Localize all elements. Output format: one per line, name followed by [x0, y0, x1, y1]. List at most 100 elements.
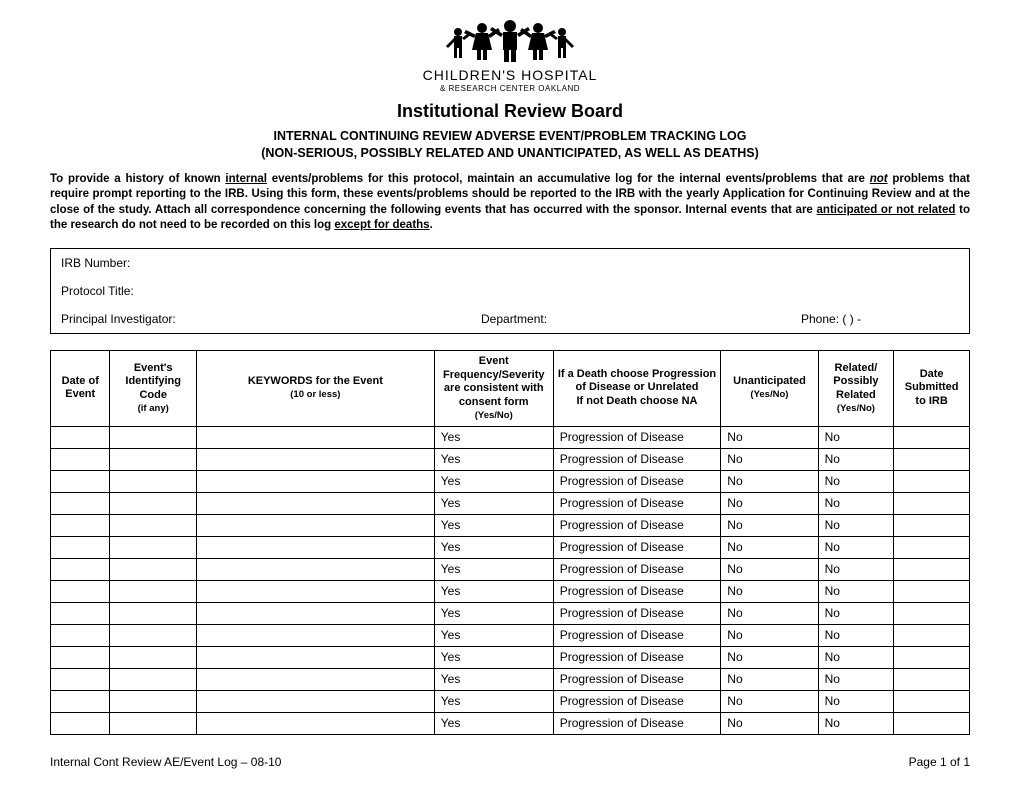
cell-related[interactable]: No: [818, 602, 894, 624]
cell-submitted[interactable]: [894, 646, 970, 668]
table-row[interactable]: YesProgression of DiseaseNoNo: [51, 536, 970, 558]
cell-unanticipated[interactable]: No: [721, 646, 818, 668]
table-row[interactable]: YesProgression of DiseaseNoNo: [51, 514, 970, 536]
cell-related[interactable]: No: [818, 580, 894, 602]
cell-keywords[interactable]: [196, 646, 434, 668]
cell-keywords[interactable]: [196, 492, 434, 514]
cell-unanticipated[interactable]: No: [721, 602, 818, 624]
cell-unanticipated[interactable]: No: [721, 624, 818, 646]
cell-death[interactable]: Progression of Disease: [553, 624, 721, 646]
cell-date[interactable]: [51, 580, 110, 602]
cell-death[interactable]: Progression of Disease: [553, 712, 721, 734]
cell-death[interactable]: Progression of Disease: [553, 668, 721, 690]
cell-keywords[interactable]: [196, 602, 434, 624]
cell-unanticipated[interactable]: No: [721, 448, 818, 470]
cell-death[interactable]: Progression of Disease: [553, 448, 721, 470]
cell-submitted[interactable]: [894, 668, 970, 690]
cell-death[interactable]: Progression of Disease: [553, 646, 721, 668]
cell-frequency[interactable]: Yes: [434, 448, 553, 470]
cell-frequency[interactable]: Yes: [434, 668, 553, 690]
cell-date[interactable]: [51, 602, 110, 624]
cell-unanticipated[interactable]: No: [721, 712, 818, 734]
cell-code[interactable]: [110, 426, 196, 448]
cell-date[interactable]: [51, 492, 110, 514]
cell-death[interactable]: Progression of Disease: [553, 602, 721, 624]
cell-unanticipated[interactable]: No: [721, 690, 818, 712]
cell-date[interactable]: [51, 646, 110, 668]
cell-frequency[interactable]: Yes: [434, 602, 553, 624]
cell-unanticipated[interactable]: No: [721, 580, 818, 602]
cell-death[interactable]: Progression of Disease: [553, 426, 721, 448]
table-row[interactable]: YesProgression of DiseaseNoNo: [51, 426, 970, 448]
cell-submitted[interactable]: [894, 470, 970, 492]
cell-frequency[interactable]: Yes: [434, 492, 553, 514]
cell-date[interactable]: [51, 470, 110, 492]
cell-code[interactable]: [110, 668, 196, 690]
cell-frequency[interactable]: Yes: [434, 558, 553, 580]
cell-date[interactable]: [51, 668, 110, 690]
cell-code[interactable]: [110, 448, 196, 470]
cell-code[interactable]: [110, 580, 196, 602]
cell-keywords[interactable]: [196, 536, 434, 558]
table-row[interactable]: YesProgression of DiseaseNoNo: [51, 712, 970, 734]
cell-related[interactable]: No: [818, 470, 894, 492]
cell-keywords[interactable]: [196, 448, 434, 470]
table-row[interactable]: YesProgression of DiseaseNoNo: [51, 646, 970, 668]
table-row[interactable]: YesProgression of DiseaseNoNo: [51, 448, 970, 470]
cell-death[interactable]: Progression of Disease: [553, 558, 721, 580]
cell-related[interactable]: No: [818, 712, 894, 734]
cell-frequency[interactable]: Yes: [434, 536, 553, 558]
cell-frequency[interactable]: Yes: [434, 580, 553, 602]
cell-frequency[interactable]: Yes: [434, 646, 553, 668]
cell-unanticipated[interactable]: No: [721, 558, 818, 580]
table-row[interactable]: YesProgression of DiseaseNoNo: [51, 668, 970, 690]
table-row[interactable]: YesProgression of DiseaseNoNo: [51, 492, 970, 514]
cell-death[interactable]: Progression of Disease: [553, 690, 721, 712]
cell-unanticipated[interactable]: No: [721, 536, 818, 558]
cell-submitted[interactable]: [894, 426, 970, 448]
cell-code[interactable]: [110, 470, 196, 492]
cell-related[interactable]: No: [818, 690, 894, 712]
cell-date[interactable]: [51, 624, 110, 646]
table-row[interactable]: YesProgression of DiseaseNoNo: [51, 580, 970, 602]
cell-related[interactable]: No: [818, 426, 894, 448]
cell-death[interactable]: Progression of Disease: [553, 536, 721, 558]
cell-keywords[interactable]: [196, 514, 434, 536]
cell-submitted[interactable]: [894, 690, 970, 712]
cell-unanticipated[interactable]: No: [721, 426, 818, 448]
cell-related[interactable]: No: [818, 558, 894, 580]
cell-submitted[interactable]: [894, 712, 970, 734]
cell-date[interactable]: [51, 690, 110, 712]
cell-date[interactable]: [51, 514, 110, 536]
cell-date[interactable]: [51, 536, 110, 558]
cell-submitted[interactable]: [894, 492, 970, 514]
table-row[interactable]: YesProgression of DiseaseNoNo: [51, 558, 970, 580]
cell-related[interactable]: No: [818, 668, 894, 690]
cell-frequency[interactable]: Yes: [434, 712, 553, 734]
pi-row[interactable]: Principal Investigator: Department: Phon…: [51, 305, 969, 333]
cell-keywords[interactable]: [196, 712, 434, 734]
cell-keywords[interactable]: [196, 558, 434, 580]
cell-related[interactable]: No: [818, 492, 894, 514]
cell-death[interactable]: Progression of Disease: [553, 580, 721, 602]
cell-death[interactable]: Progression of Disease: [553, 470, 721, 492]
cell-unanticipated[interactable]: No: [721, 514, 818, 536]
cell-submitted[interactable]: [894, 580, 970, 602]
cell-unanticipated[interactable]: No: [721, 492, 818, 514]
cell-keywords[interactable]: [196, 426, 434, 448]
table-row[interactable]: YesProgression of DiseaseNoNo: [51, 470, 970, 492]
cell-code[interactable]: [110, 646, 196, 668]
cell-related[interactable]: No: [818, 536, 894, 558]
cell-submitted[interactable]: [894, 536, 970, 558]
cell-keywords[interactable]: [196, 470, 434, 492]
protocol-title-row[interactable]: Protocol Title:: [51, 277, 969, 305]
cell-submitted[interactable]: [894, 602, 970, 624]
cell-submitted[interactable]: [894, 448, 970, 470]
cell-frequency[interactable]: Yes: [434, 514, 553, 536]
cell-keywords[interactable]: [196, 624, 434, 646]
cell-unanticipated[interactable]: No: [721, 668, 818, 690]
cell-date[interactable]: [51, 426, 110, 448]
cell-frequency[interactable]: Yes: [434, 426, 553, 448]
cell-date[interactable]: [51, 558, 110, 580]
cell-code[interactable]: [110, 690, 196, 712]
